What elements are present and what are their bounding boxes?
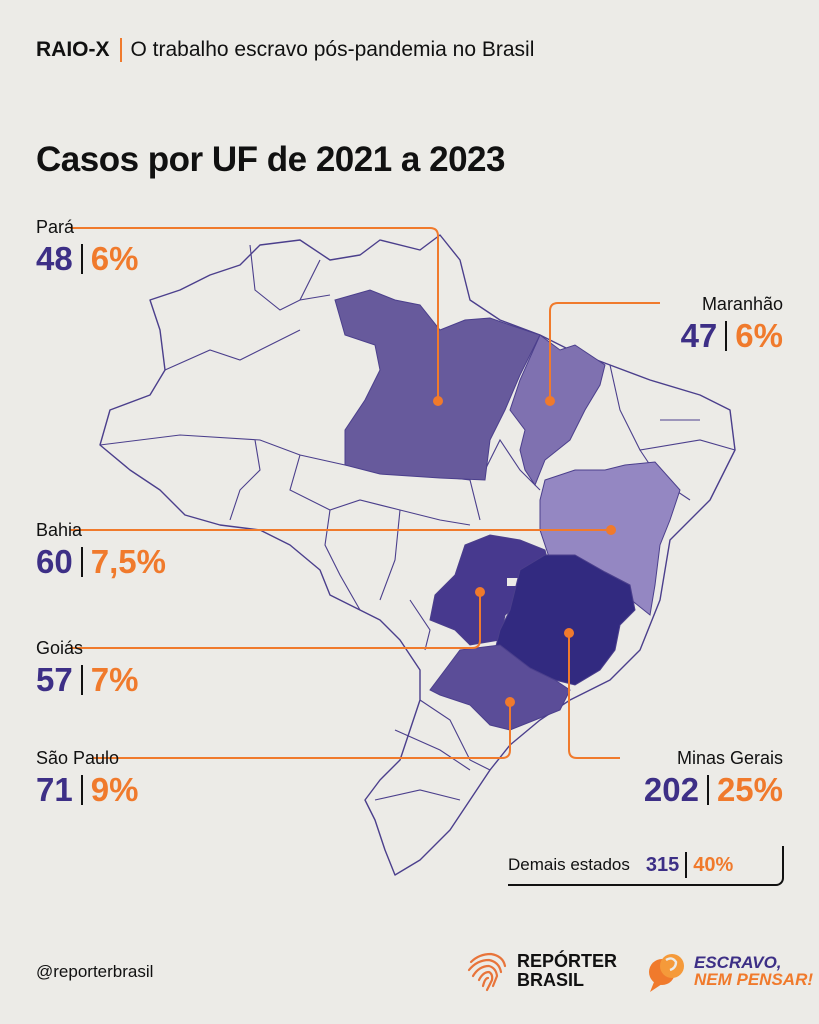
label-goias-divider [80, 665, 83, 695]
label-bahia-divider [80, 547, 83, 577]
fingerprint-map-icon [467, 952, 507, 992]
leader-dots [433, 396, 616, 707]
label-goias: Goiás 57 7% [36, 638, 138, 699]
social-handle: @reporterbrasil [36, 962, 154, 981]
reporter-logo-line2: BRASIL [517, 970, 584, 990]
label-goias-cases: 57 [36, 661, 73, 698]
label-minas-gerais-name: Minas Gerais [676, 748, 783, 768]
label-para: Pará 48 6% [36, 217, 138, 278]
label-sao-paulo-share: 9% [90, 771, 139, 808]
escravo-logo-line1: ESCRAVO, [694, 953, 782, 972]
brazil-outline [99, 234, 736, 876]
label-maranhao: Maranhão 47 6% [681, 294, 783, 355]
label-maranhao-cases: 47 [680, 317, 718, 354]
leader-para [70, 227, 439, 400]
others-name: Demais estados [508, 855, 630, 874]
header-tag: RAIO-X [36, 38, 110, 61]
header-separator [119, 38, 122, 62]
label-para-name: Pará [36, 217, 75, 237]
label-para-divider [80, 244, 83, 274]
page-title: Casos por UF de 2021 a 2023 [36, 140, 505, 179]
escravo-nem-pensar-logo: ESCRAVO, NEM PENSAR! [646, 948, 813, 994]
escravo-logo-line2: NEM PENSAR! [694, 970, 814, 989]
label-maranhao-divider [725, 321, 728, 351]
speech-bubble-icon [649, 954, 684, 992]
others-divider [685, 852, 688, 878]
leader-minas [568, 633, 620, 759]
label-minas-gerais-divider [706, 775, 709, 805]
state-minas-gerais [494, 554, 636, 686]
label-minas-gerais: Minas Gerais 202 25% [644, 748, 783, 809]
state-sao-paulo [429, 644, 571, 731]
others-frame [508, 846, 784, 886]
label-bahia: Bahia 60 7,5% [36, 520, 166, 581]
label-bahia-cases: 60 [36, 543, 73, 580]
leader-lines [70, 227, 660, 759]
others-cases: 315 [645, 853, 680, 876]
label-goias-share: 7% [90, 661, 139, 698]
label-bahia-share: 7,5% [90, 543, 166, 580]
state-bahia [539, 461, 681, 616]
leader-maranhao [549, 302, 660, 400]
label-minas-gerais-share: 25% [716, 771, 783, 808]
header-subtitle: O trabalho escravo pós-pandemia no Brasi… [130, 38, 535, 61]
label-bahia-name: Bahia [36, 520, 83, 540]
others-box: Demais estados 315 40% [508, 846, 782, 884]
label-sao-paulo-divider [80, 775, 83, 805]
label-sao-paulo-cases: 71 [36, 771, 73, 808]
state-maranhao [509, 334, 606, 487]
label-sao-paulo-name: São Paulo [36, 748, 120, 768]
leader-sao-paulo [92, 702, 511, 759]
reporter-logo-line1: REPÓRTER [517, 951, 618, 971]
label-maranhao-share: 6% [735, 317, 783, 354]
header: RAIO-X O trabalho escravo pós-pandemia n… [36, 38, 534, 62]
label-minas-gerais-cases: 202 [643, 771, 699, 808]
leader-goias [70, 592, 481, 649]
label-goias-name: Goiás [36, 638, 84, 658]
reporter-brasil-logo: REPÓRTER BRASIL [465, 948, 617, 994]
label-sao-paulo: São Paulo 71 9% [36, 748, 138, 809]
others-share: 40% [693, 853, 734, 876]
label-maranhao-name: Maranhão [701, 294, 783, 314]
label-para-share: 6% [90, 240, 139, 277]
federal-district [507, 578, 521, 586]
label-para-cases: 48 [36, 240, 73, 277]
